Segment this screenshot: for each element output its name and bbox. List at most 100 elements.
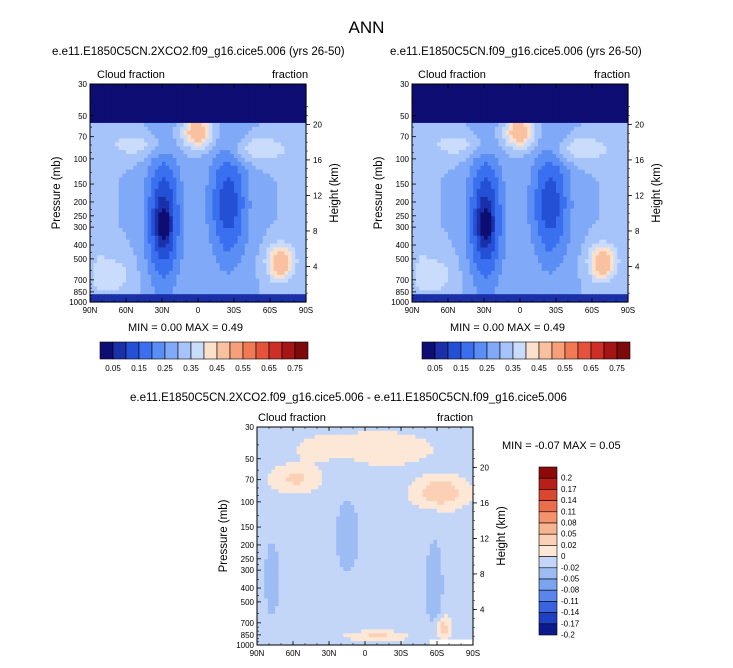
colorbar-difference-label: -0.08 (561, 586, 580, 595)
y-tick-label: 30 (78, 80, 87, 89)
colorbar-left-label: 0.05 (105, 364, 121, 373)
y-tick-label: 200 (74, 198, 88, 207)
y-tick-label: 200 (396, 198, 410, 207)
colorbar-difference-swatch (538, 545, 558, 557)
colorbar-difference-swatch (538, 556, 558, 569)
colorbar-right: 0.05 0.15 0.25 0.35 0.45 0.55 0.65 0.75 (421, 341, 631, 373)
colorbar-right-swatch (564, 341, 579, 360)
colorbar-right-swatch (512, 341, 527, 360)
panel-1-title: e.e11.E1850C5CN.2XCO2.f09_g16.cice5.006 … (52, 46, 345, 58)
y2-tick-label: 20 (635, 120, 644, 129)
panel-2-left-label: Cloud fraction (418, 69, 486, 81)
y-tick-label: 850 (396, 288, 410, 297)
colorbar-left-swatch (125, 341, 140, 360)
y2-tick-label: 16 (480, 499, 489, 508)
colorbar-left-label: 0.25 (157, 364, 173, 373)
y-tick-label: 50 (78, 112, 87, 121)
x-tick-label: 30N (155, 306, 170, 315)
y2-tick-label: 16 (635, 156, 644, 165)
y2-tick-label: 4 (635, 262, 640, 271)
colorbar-left-swatch (281, 341, 296, 360)
panel-3-chart: 3050701001502002503004005007008501000481… (218, 423, 508, 658)
colorbar-left-swatch (138, 341, 153, 360)
colorbar-right-swatch (616, 341, 631, 360)
panel-3-missing-region (429, 639, 473, 645)
y-tick-label: 1000 (69, 298, 87, 307)
colorbar-right-swatch (603, 341, 618, 360)
colorbar-difference-swatch (538, 511, 558, 524)
colorbar-right-swatch (577, 341, 592, 360)
y2-tick-label: 8 (480, 570, 485, 579)
y2-tick-label: 8 (635, 227, 640, 236)
y-tick-label: 250 (396, 212, 410, 221)
colorbar-difference-swatch (538, 500, 558, 513)
y-tick-label: 150 (74, 180, 88, 189)
x-tick-label: 30N (322, 649, 337, 658)
colorbar-right-label: 0.05 (427, 364, 443, 373)
y2-tick-label: 4 (480, 605, 485, 614)
colorbar-left-swatch (190, 341, 205, 360)
y-tick-label: 400 (241, 584, 255, 593)
colorbar-left-swatch (216, 341, 231, 360)
colorbar-difference-swatch (538, 489, 558, 501)
colorbar-right-swatch (447, 341, 462, 360)
colorbar-right-label: 0.45 (531, 364, 547, 373)
y-tick-label: 400 (396, 241, 410, 250)
colorbar-right-swatch (473, 341, 488, 360)
y-tick-label: 850 (74, 288, 88, 297)
colorbar-left-swatch (255, 341, 270, 360)
colorbar-right-swatch (486, 341, 501, 360)
y2-axis-title: Height (km) (651, 163, 663, 223)
y2-tick-label: 16 (313, 156, 322, 165)
colorbar-left-swatch (99, 341, 114, 360)
colorbar-left-label: 0.45 (209, 364, 225, 373)
colorbar-difference: 0.2 0.17 0.14 0.11 0.08 0.05 0.02 0 -0.02 -0.05 -0… (538, 466, 580, 640)
y-tick-label: 70 (400, 133, 409, 142)
colorbar-right-swatch (590, 341, 605, 360)
colorbar-left-swatch (151, 341, 166, 360)
colorbar-right-label: 0.15 (453, 364, 469, 373)
colorbar-difference-label: 0.05 (561, 530, 577, 539)
y-tick-label: 50 (245, 455, 254, 464)
x-tick-label: 30S (549, 306, 563, 315)
colorbar-left-label: 0.35 (183, 364, 199, 373)
colorbar-left-swatch (229, 341, 244, 360)
x-tick-label: 30S (227, 306, 241, 315)
panel-1-chart: 3050701001502002503004005007008501000481… (51, 80, 341, 315)
y-tick-label: 700 (241, 619, 255, 628)
y-tick-label: 700 (74, 276, 88, 285)
y-tick-label: 1000 (391, 298, 409, 307)
y2-tick-label: 20 (480, 463, 489, 472)
panel-3-field (257, 427, 474, 646)
y-axis-title: Pressure (mb) (373, 156, 385, 229)
colorbar-left-swatch (242, 341, 257, 360)
colorbar-left-label: 0.75 (287, 364, 303, 373)
x-tick-label: 60S (585, 306, 599, 315)
x-tick-label: 60S (430, 649, 444, 658)
colorbar-right-swatch (460, 341, 475, 360)
colorbar-left-label: 0.65 (261, 364, 277, 373)
y-tick-label: 300 (241, 566, 255, 575)
colorbar-right-label: 0.75 (609, 364, 625, 373)
y-tick-label: 30 (245, 423, 254, 432)
y2-axis-title: Height (km) (496, 506, 508, 566)
y-tick-label: 100 (396, 155, 410, 164)
colorbar-difference-label: -0.2 (561, 631, 575, 640)
colorbar-difference-swatch (538, 578, 558, 591)
panel-3-stats: MIN = -0.07 MAX = 0.05 (502, 440, 621, 452)
colorbar-left-swatch (164, 341, 179, 360)
colorbar-difference-label: 0.02 (561, 541, 577, 550)
y2-tick-label: 12 (480, 534, 489, 543)
colorbar-difference-swatch (538, 623, 558, 636)
panel-3-title: e.e11.E1850C5CN.2XCO2.f09_g16.cice5.006 … (130, 392, 567, 404)
x-tick-label: 90S (621, 306, 635, 315)
figure-title: ANN (348, 18, 385, 37)
panel-2-stats: MIN = 0.00 MAX = 0.49 (450, 322, 565, 334)
y-tick-label: 50 (400, 112, 409, 121)
colorbar-left-label: 0.55 (235, 364, 251, 373)
y-tick-label: 250 (74, 212, 88, 221)
y2-tick-label: 20 (313, 120, 322, 129)
y-axis-title: Pressure (mb) (51, 156, 63, 229)
x-tick-label: 0 (196, 306, 201, 315)
x-tick-label: 0 (363, 649, 368, 658)
